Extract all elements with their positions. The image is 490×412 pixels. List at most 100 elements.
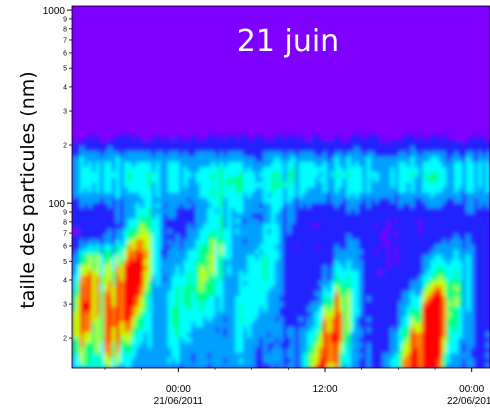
heatmap-cell — [131, 197, 137, 204]
heatmap-cell — [378, 326, 384, 333]
heatmap-cell — [115, 326, 121, 333]
heatmap-cell — [231, 362, 236, 368]
heatmap-cell — [183, 233, 189, 240]
heatmap-cell — [334, 181, 340, 188]
heatmap-cell — [282, 336, 288, 343]
heatmap-cell — [203, 161, 208, 167]
heatmap-cell — [79, 150, 85, 157]
heatmap-cell — [322, 274, 328, 281]
heatmap-cell — [458, 176, 463, 183]
heatmap-cell — [267, 254, 272, 260]
heatmap-cell — [466, 357, 471, 364]
heatmap-cell — [286, 316, 292, 323]
heatmap-cell — [103, 316, 109, 323]
heatmap-cell — [155, 357, 161, 364]
heatmap-cell — [326, 326, 332, 333]
heatmap-cell — [366, 285, 372, 292]
heatmap-cell — [215, 228, 220, 235]
heatmap-cell — [418, 290, 423, 297]
heatmap-cell — [354, 316, 360, 323]
heatmap-cell — [306, 362, 312, 368]
heatmap-cell — [358, 254, 364, 260]
heatmap-cell — [215, 357, 220, 364]
heatmap-cell — [446, 161, 451, 167]
heatmap-cell — [378, 300, 384, 307]
heatmap-cell — [259, 321, 264, 328]
heatmap-cell — [271, 321, 276, 328]
heatmap-cell — [334, 336, 340, 343]
heatmap-cell — [127, 342, 133, 348]
heatmap-cell — [442, 352, 447, 359]
heatmap-cell — [131, 300, 137, 307]
heatmap-cell — [414, 352, 419, 359]
heatmap-cell — [378, 290, 384, 297]
heatmap-cell — [259, 249, 264, 255]
heatmap-cell — [131, 207, 137, 214]
heatmap-cell — [239, 233, 244, 240]
heatmap-cell — [195, 305, 200, 312]
heatmap-cell — [398, 223, 404, 229]
heatmap-cell — [474, 243, 479, 250]
heatmap-cell — [322, 290, 328, 297]
heatmap-cell — [306, 305, 312, 312]
heatmap-cell — [259, 207, 264, 214]
heatmap-cell — [203, 357, 208, 364]
heatmap-cell — [151, 274, 157, 281]
heatmap-cell — [458, 197, 463, 204]
heatmap-cell — [91, 342, 97, 348]
heatmap-cell — [406, 285, 411, 292]
heatmap-cell — [402, 233, 407, 240]
heatmap-cell — [462, 218, 467, 224]
heatmap-cell — [183, 305, 189, 312]
heatmap-cell — [390, 280, 396, 286]
heatmap-cell — [474, 181, 479, 188]
heatmap-cell — [370, 145, 376, 152]
heatmap-cell — [215, 223, 220, 229]
heatmap-cell — [474, 150, 479, 157]
heatmap-cell — [454, 254, 459, 260]
heatmap-cell — [330, 238, 336, 245]
heatmap-cell — [314, 176, 320, 183]
heatmap-cell — [72, 264, 77, 271]
heatmap-cell — [462, 181, 467, 188]
heatmap-cell — [450, 218, 455, 224]
heatmap-cell — [143, 181, 149, 188]
heatmap-cell — [478, 342, 483, 348]
heatmap-cell — [107, 197, 113, 204]
heatmap-cell — [167, 269, 173, 276]
heatmap-cell — [282, 192, 288, 198]
heatmap-cell — [398, 347, 404, 354]
heatmap-cell — [239, 352, 244, 359]
heatmap-cell — [171, 171, 177, 178]
heatmap-cell — [223, 233, 228, 240]
heatmap-cell — [342, 155, 348, 162]
heatmap-cell — [486, 249, 490, 255]
heatmap-cell — [342, 274, 348, 281]
heatmap-cell — [290, 223, 296, 229]
heatmap-cell — [115, 228, 121, 235]
heatmap-cell — [402, 326, 407, 333]
heatmap-cell — [79, 280, 85, 286]
heatmap-cell — [430, 264, 435, 271]
heatmap-cell — [442, 212, 447, 219]
heatmap-cell — [442, 238, 447, 245]
heatmap-cell — [474, 187, 479, 193]
heatmap-cell — [286, 233, 292, 240]
heatmap-cell — [470, 145, 475, 152]
heatmap-cell — [338, 352, 344, 359]
heatmap-cell — [159, 150, 165, 157]
heatmap-cell — [310, 171, 316, 178]
heatmap-cell — [123, 192, 129, 198]
heatmap-cell — [386, 342, 392, 348]
heatmap-cell — [255, 331, 260, 338]
heatmap-cell — [382, 207, 388, 214]
y-tick-label: 1000 — [43, 6, 66, 17]
heatmap-cell — [151, 326, 157, 333]
heatmap-cell — [195, 192, 200, 198]
heatmap-cell — [195, 171, 200, 178]
heatmap-cell — [187, 342, 193, 348]
heatmap-cell — [298, 254, 304, 260]
heatmap-cell — [139, 249, 145, 255]
heatmap-cell — [310, 181, 316, 188]
heatmap-cell — [342, 311, 348, 317]
